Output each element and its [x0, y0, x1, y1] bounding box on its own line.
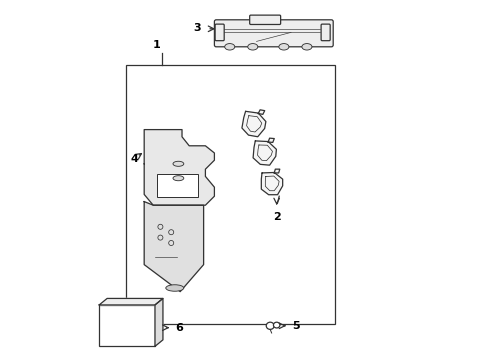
Text: 6: 6	[175, 323, 183, 333]
FancyBboxPatch shape	[250, 15, 281, 24]
Bar	[99, 305, 155, 346]
Polygon shape	[144, 202, 204, 292]
Polygon shape	[155, 298, 163, 346]
Bar	[157, 174, 198, 197]
Ellipse shape	[273, 322, 280, 328]
FancyBboxPatch shape	[321, 24, 330, 41]
Ellipse shape	[166, 285, 184, 291]
Polygon shape	[144, 130, 215, 205]
Polygon shape	[274, 169, 280, 173]
Ellipse shape	[302, 44, 312, 50]
FancyBboxPatch shape	[215, 24, 224, 41]
Polygon shape	[268, 138, 274, 143]
Text: 1: 1	[153, 40, 161, 50]
Text: 4: 4	[130, 154, 138, 164]
Ellipse shape	[266, 322, 274, 329]
Text: 3: 3	[194, 23, 201, 33]
Polygon shape	[99, 298, 163, 305]
Bar	[126, 65, 335, 324]
Polygon shape	[261, 172, 283, 195]
Ellipse shape	[279, 44, 289, 50]
Text: 2: 2	[273, 212, 281, 222]
Ellipse shape	[225, 44, 235, 50]
Ellipse shape	[173, 176, 184, 181]
Polygon shape	[242, 111, 266, 137]
Polygon shape	[253, 141, 276, 165]
Polygon shape	[258, 110, 265, 114]
FancyBboxPatch shape	[215, 20, 333, 47]
Ellipse shape	[248, 44, 258, 50]
Ellipse shape	[173, 161, 184, 166]
Text: 5: 5	[292, 321, 299, 331]
